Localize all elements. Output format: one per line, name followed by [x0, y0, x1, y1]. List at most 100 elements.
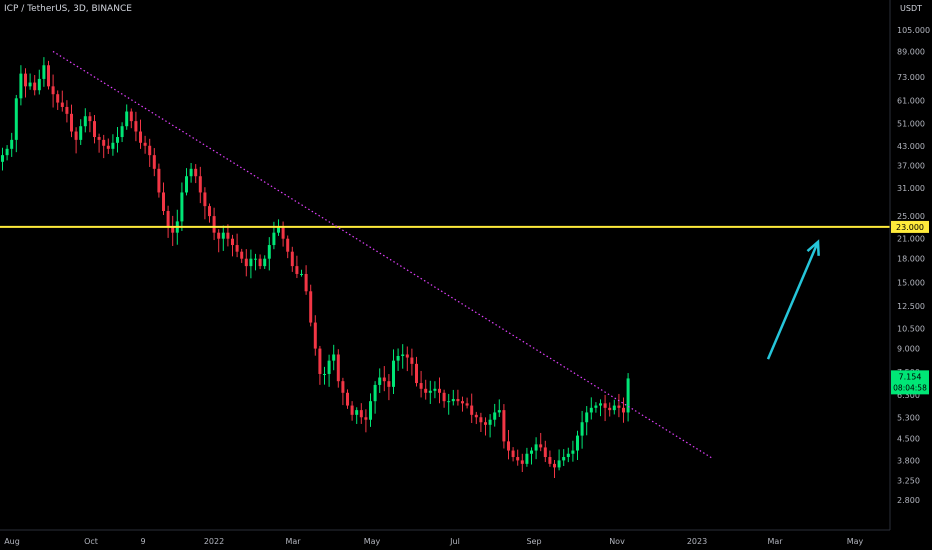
- candle-body: [249, 258, 253, 267]
- candle-body: [364, 417, 368, 420]
- candle-body: [79, 126, 83, 140]
- price-tick-label: 25.000: [897, 212, 925, 221]
- price-tick-label: 21.000: [897, 235, 925, 244]
- candle-body: [51, 86, 55, 95]
- candle-body: [304, 273, 308, 292]
- price-tick-label: 73.000: [897, 73, 925, 82]
- candle-body: [603, 403, 607, 408]
- candle-body: [125, 111, 129, 127]
- time-tick-label: Nov: [609, 537, 625, 546]
- candle-body: [405, 354, 409, 358]
- candle-body: [470, 405, 474, 415]
- candle-body: [1, 155, 4, 162]
- candle-body: [530, 450, 533, 454]
- price-badges: 23.000 7.154 08:04:58: [891, 220, 929, 395]
- candle-body: [553, 463, 556, 468]
- candle-body: [626, 378, 630, 413]
- candle-body: [217, 232, 221, 239]
- level-price-text: 23.000: [896, 223, 924, 232]
- candle-body: [576, 435, 579, 451]
- candle-body: [327, 360, 331, 374]
- candle-body: [318, 348, 322, 374]
- candle-body: [19, 73, 23, 99]
- candle-body: [148, 145, 152, 156]
- time-tick-label: 2022: [204, 537, 224, 546]
- candle-body: [129, 111, 133, 122]
- candle-body: [608, 407, 612, 411]
- candle-body: [185, 176, 188, 193]
- projection-arrow-line[interactable]: [766, 241, 820, 360]
- candle-body: [580, 422, 584, 436]
- candle-body: [474, 414, 478, 418]
- candle-body: [198, 176, 202, 193]
- price-tick-label: 9.000: [897, 345, 920, 354]
- price-tick-label: 10.500: [897, 325, 925, 334]
- candle-body: [267, 245, 271, 259]
- time-tick-label: Oct: [84, 537, 98, 546]
- candle-body: [83, 116, 87, 127]
- candle-body: [566, 453, 570, 458]
- candle-body: [277, 226, 280, 233]
- candle-body: [290, 251, 294, 267]
- candle-body: [300, 273, 303, 275]
- candle-body: [424, 388, 428, 393]
- candle-body: [336, 354, 340, 382]
- candle-body: [14, 98, 18, 140]
- candle-body: [33, 82, 37, 91]
- candle-body: [139, 131, 142, 143]
- candle-body: [231, 238, 234, 246]
- candle-body: [97, 137, 101, 140]
- candle-body: [428, 390, 432, 393]
- time-tick-label: Mar: [285, 537, 301, 546]
- symbol-title[interactable]: ICP / TetherUS, 3D, BINANCE: [4, 4, 132, 14]
- candle-body: [543, 447, 547, 458]
- candle-body: [355, 410, 359, 415]
- candle-body: [286, 238, 290, 252]
- candle-body: [451, 399, 455, 402]
- candle-body: [93, 121, 96, 138]
- time-axis[interactable]: Aug Oct 9 2022 Mar May Jul Sep Nov 2023 Mar May: [4, 537, 863, 546]
- descending-trendline[interactable]: [52, 50, 714, 460]
- candle-body: [507, 441, 510, 451]
- time-tick-label: 2023: [687, 537, 707, 546]
- candle-body: [534, 444, 538, 451]
- price-axis[interactable]: 105.000 89.000 73.000 61.000 51.000 43.000 37.…: [897, 26, 930, 505]
- candle-body: [60, 102, 64, 107]
- candle-body: [157, 168, 161, 193]
- candle-body: [378, 377, 382, 385]
- candle-body: [194, 168, 198, 177]
- candle-body: [111, 142, 115, 149]
- candle-body: [599, 403, 602, 406]
- candle-body: [171, 226, 175, 233]
- candle-body: [465, 403, 469, 406]
- price-tick-label: 5.300: [897, 413, 920, 422]
- candle-body: [516, 457, 520, 461]
- candle-body: [240, 251, 244, 259]
- candle-body: [42, 65, 46, 79]
- candle-body: [617, 405, 621, 408]
- candle-body: [313, 322, 317, 349]
- candle-body: [102, 139, 106, 146]
- candle-body: [382, 377, 386, 382]
- candle-body: [88, 116, 92, 122]
- candle-body: [520, 460, 524, 464]
- bar-countdown-text: 08:04:58: [893, 383, 927, 392]
- candle-body: [162, 192, 165, 212]
- candle-body: [497, 410, 501, 413]
- candle-body: [369, 401, 372, 420]
- candle-body: [442, 392, 446, 402]
- price-tick-label: 6.300: [897, 391, 920, 400]
- price-tick-label: 61.000: [897, 96, 925, 105]
- candle-body: [387, 381, 391, 387]
- price-tick-label: 3.250: [897, 477, 920, 486]
- candle-body: [134, 121, 138, 132]
- candle-body: [612, 405, 616, 411]
- candle-body: [189, 168, 193, 177]
- time-tick-label: Sep: [526, 537, 541, 546]
- candle-body: [281, 226, 285, 239]
- candle-body: [263, 258, 267, 267]
- candle-body: [166, 211, 170, 227]
- candle-body: [295, 266, 299, 274]
- time-tick-label: Jul: [449, 537, 460, 546]
